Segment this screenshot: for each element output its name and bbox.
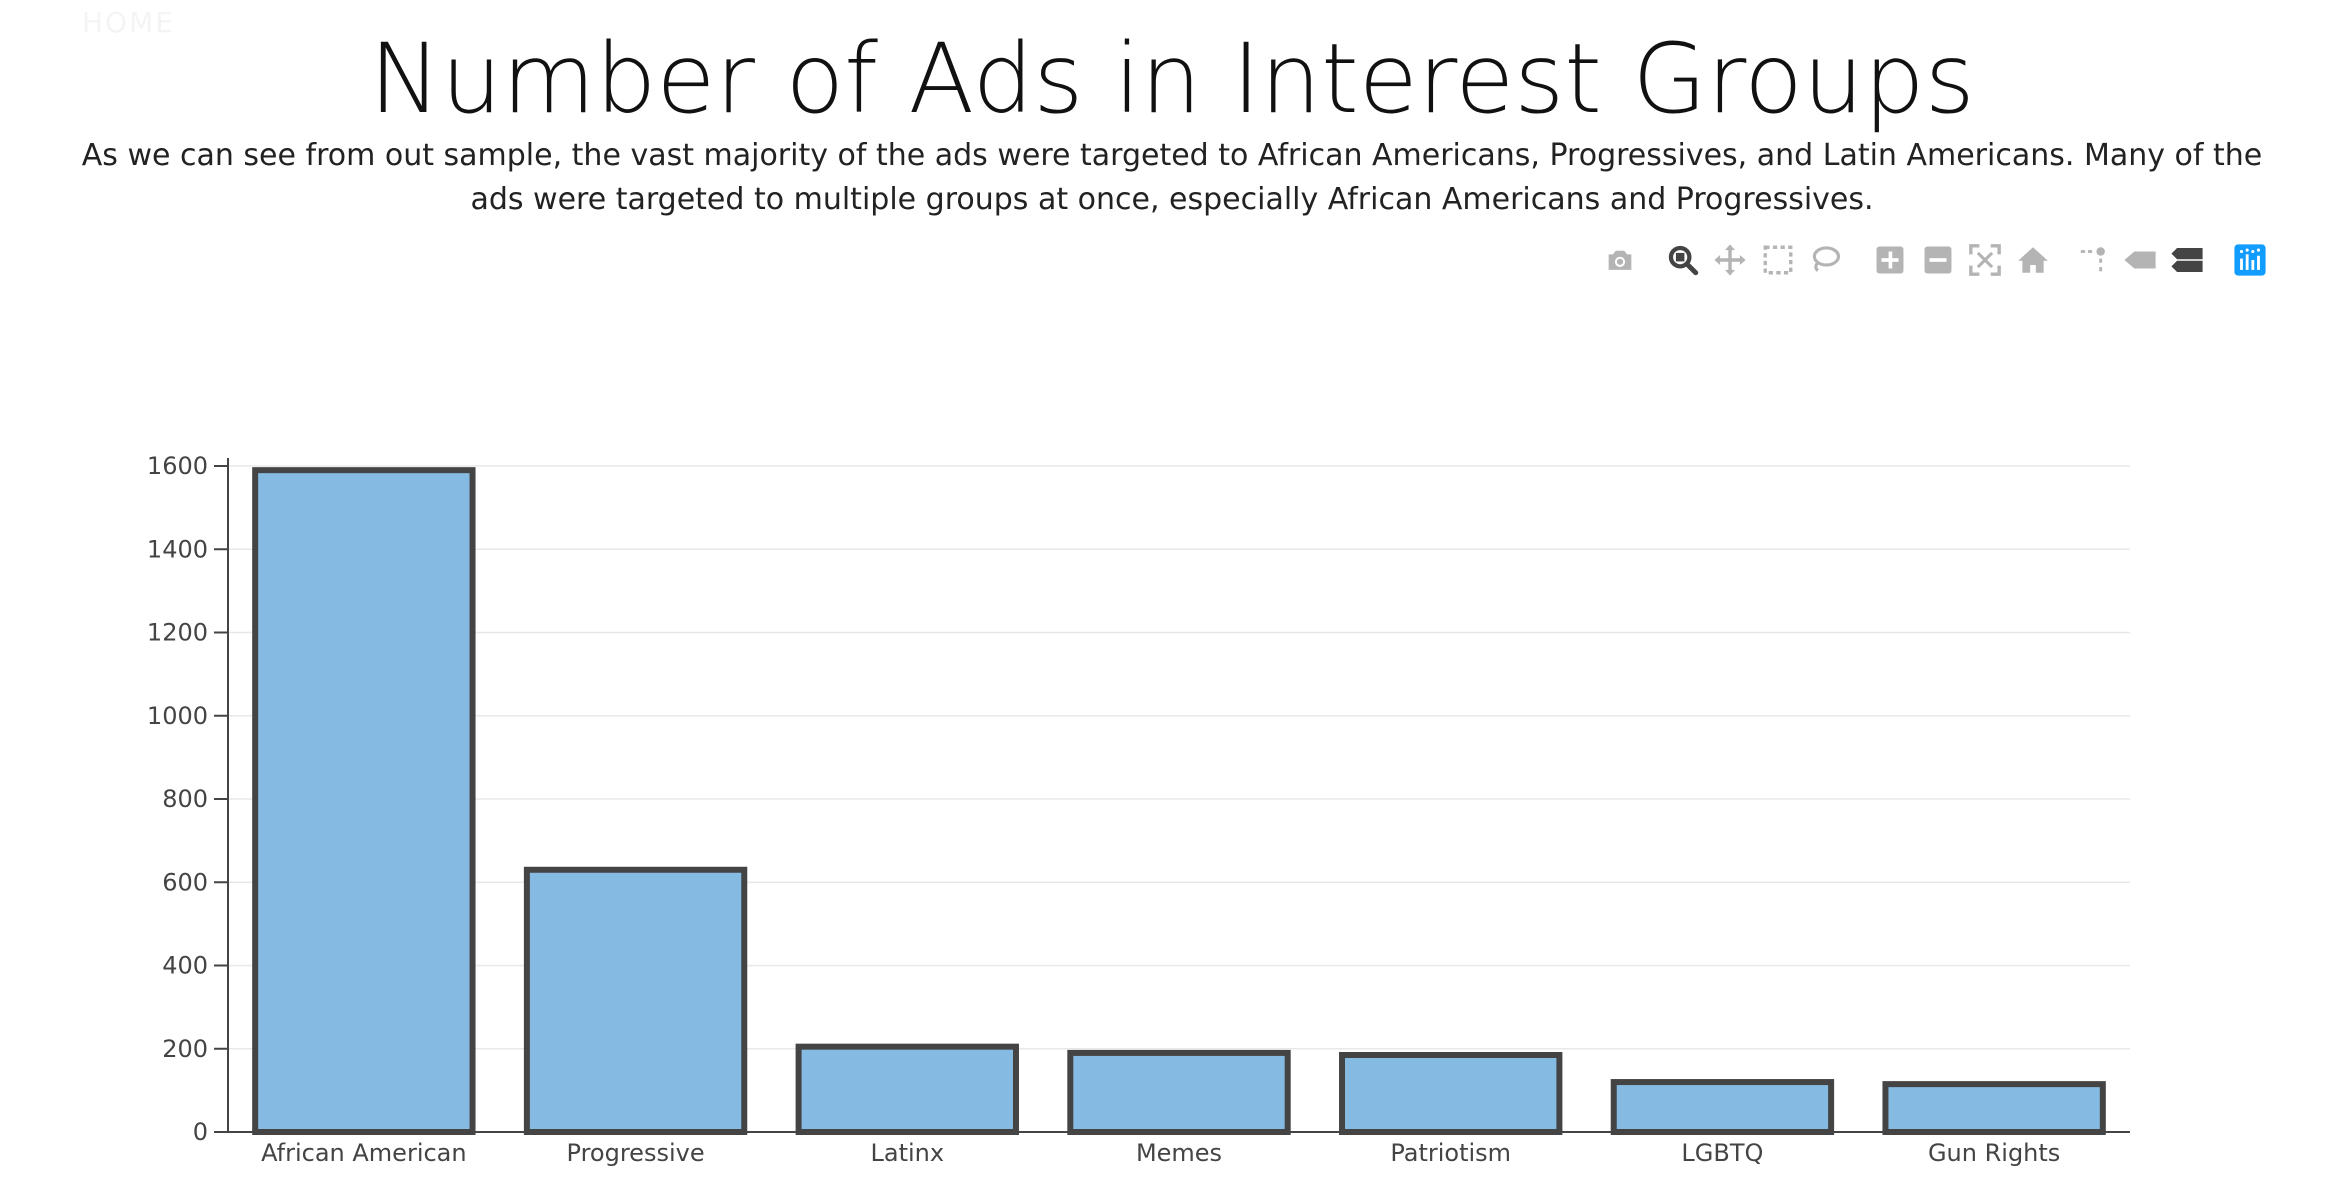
x-tick-label: Gun Rights bbox=[1928, 1139, 2060, 1167]
bar-patriotism[interactable] bbox=[1339, 1051, 1563, 1136]
autoscale-icon bbox=[1969, 244, 2001, 276]
box-select-icon bbox=[1763, 245, 1793, 275]
bars bbox=[252, 467, 2106, 1136]
x-tick-label: African American bbox=[261, 1139, 467, 1167]
hover-closest-icon bbox=[2124, 251, 2156, 269]
y-tick-labels: 0 200 400 600 800 1000 1200 1400 1600 bbox=[147, 452, 208, 1146]
bar-african-american[interactable] bbox=[252, 467, 476, 1136]
reset-axes-icon bbox=[2018, 247, 2048, 273]
camera-icon bbox=[1608, 250, 1632, 270]
page-title: Number of Ads in Interest Groups bbox=[369, 23, 1975, 135]
y-tick-label: 400 bbox=[162, 952, 208, 980]
reset-axes-button[interactable] bbox=[2013, 240, 2053, 280]
axes bbox=[214, 458, 2130, 1133]
y-tick-label: 1000 bbox=[147, 702, 208, 730]
y-tick-label: 1600 bbox=[147, 452, 208, 480]
home-link[interactable]: HOME bbox=[82, 6, 175, 39]
y-tick-label: 1400 bbox=[147, 535, 208, 563]
zoom-out-button[interactable] bbox=[1918, 240, 1958, 280]
x-tick-label: LGBTQ bbox=[1681, 1139, 1763, 1167]
lasso-select-button[interactable] bbox=[1805, 240, 1845, 280]
bar-gun-rights[interactable] bbox=[1882, 1081, 2106, 1135]
pan-icon bbox=[1714, 244, 1746, 276]
y-tick-label: 600 bbox=[162, 868, 208, 896]
chart-svg: 0 200 400 600 800 1000 1200 1400 1600 African Am… bbox=[147, 452, 2130, 1167]
grid-lines bbox=[228, 465, 2130, 1050]
chart-description: As we can see from out sample, the vast … bbox=[81, 138, 2263, 217]
y-tick-label: 200 bbox=[162, 1035, 208, 1063]
autoscale-button[interactable] bbox=[1965, 240, 2005, 280]
box-select-button[interactable] bbox=[1758, 240, 1798, 280]
plotly-logo-icon bbox=[2234, 244, 2266, 276]
camera-button[interactable] bbox=[1600, 240, 1640, 280]
lasso-select-icon bbox=[1812, 246, 1841, 272]
hover-closest-button[interactable] bbox=[2120, 240, 2160, 280]
x-tick-label: Progressive bbox=[567, 1139, 705, 1167]
y-tick-label: 800 bbox=[162, 785, 208, 813]
bar-chart: 0 200 400 600 800 1000 1200 1400 1600 African Am… bbox=[0, 300, 2344, 1196]
zoom-out-icon bbox=[1924, 246, 1952, 274]
pan-button[interactable] bbox=[1710, 240, 1750, 280]
plotly-logo-link[interactable] bbox=[2230, 240, 2270, 280]
y-tick-label: 1200 bbox=[147, 619, 208, 647]
hover-compare-icon bbox=[2171, 247, 2203, 273]
x-tick-label: Patriotism bbox=[1390, 1139, 1511, 1167]
zoom-icon bbox=[1668, 245, 1699, 276]
zoom-button[interactable] bbox=[1663, 240, 1703, 280]
bar-progressive[interactable] bbox=[523, 866, 748, 1135]
x-tick-labels: African American Progressive Latinx Memes Pa… bbox=[261, 1139, 2060, 1167]
x-tick-label: Memes bbox=[1136, 1139, 1222, 1167]
zoom-in-icon bbox=[1876, 246, 1904, 274]
spike-lines-button[interactable] bbox=[2075, 240, 2115, 280]
y-tick-label: 0 bbox=[193, 1118, 208, 1146]
bar-lgbtq[interactable] bbox=[1610, 1079, 1835, 1135]
bar-latinx[interactable] bbox=[795, 1043, 1019, 1136]
x-tick-label: Latinx bbox=[870, 1139, 944, 1167]
zoom-in-button[interactable] bbox=[1870, 240, 1910, 280]
bar-memes[interactable] bbox=[1067, 1049, 1291, 1135]
spike-lines-icon bbox=[2080, 247, 2105, 272]
hover-compare-button[interactable] bbox=[2167, 240, 2207, 280]
